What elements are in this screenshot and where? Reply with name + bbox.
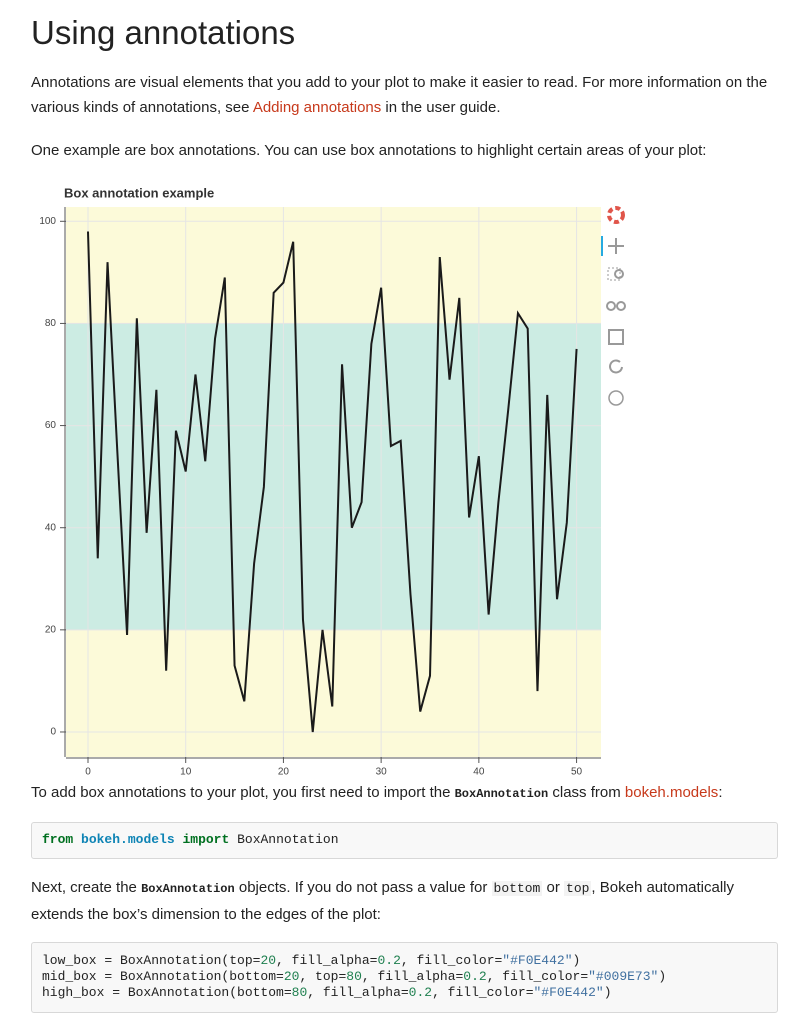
- code-token: ): [658, 969, 667, 984]
- bokeh-logo[interactable]: [607, 206, 625, 224]
- code-token: 80: [346, 969, 362, 984]
- box-annotation: [66, 207, 601, 324]
- y-tick-label: 100: [39, 216, 56, 227]
- y-tick-label: 80: [45, 318, 57, 329]
- code-token: , fill_color=: [432, 985, 534, 1000]
- code-token: 80: [291, 985, 308, 1000]
- x-tick-label: 40: [473, 767, 485, 778]
- text: One example are box annotations. You can…: [31, 142, 707, 159]
- y-tick-label: 60: [45, 420, 57, 431]
- paragraph: Next, create the BoxAnnotation objects. …: [31, 875, 776, 927]
- code-token: ): [572, 953, 581, 968]
- code-token: , fill_alpha=: [361, 969, 464, 984]
- code-token: 0.2: [463, 969, 487, 984]
- code-token: bokeh.models: [81, 832, 175, 847]
- chart: Box annotation example 0 20 40 60 80 100 0 10 20…: [39, 185, 626, 778]
- y-tick-label: 40: [45, 522, 57, 533]
- paragraph: One example are box annotations. You can…: [31, 138, 776, 163]
- paragraph: Annotations are visual elements that you…: [31, 70, 776, 120]
- help-tool[interactable]: [608, 390, 624, 406]
- code-token: BoxAnnotation: [237, 832, 339, 847]
- x-tick-label: 30: [376, 767, 388, 778]
- code-token: low_box = BoxAnnotation(top=: [42, 953, 261, 968]
- text: To add box annotations to your plot, you…: [31, 784, 455, 801]
- data-line: [86, 231, 578, 733]
- code-line: high_box = BoxAnnotation(bottom=80, fill…: [42, 985, 767, 1001]
- chart-title: Box annotation example: [64, 185, 214, 200]
- inline-code: bottom: [491, 881, 543, 896]
- inline-code: BoxAnnotation: [454, 787, 549, 801]
- link[interactable]: bokeh.models: [624, 784, 719, 801]
- text: Annotations are visual elements that you…: [31, 74, 768, 116]
- code-token: , fill_alpha=: [276, 953, 378, 968]
- text: Next, create the: [31, 879, 142, 896]
- code-block: from bokeh.models import BoxAnnotation: [31, 822, 778, 859]
- text: , Bokeh automatically extends the box’s …: [31, 879, 734, 923]
- code-token: mid_box = BoxAnnotation(bottom=: [42, 969, 284, 984]
- x-tick-label: 50: [571, 767, 583, 778]
- inline-code: top: [564, 881, 592, 896]
- code-token: import: [182, 832, 230, 847]
- text: objects. If you do not pass a value for: [234, 879, 492, 896]
- save-tool[interactable]: [608, 329, 624, 345]
- code-token: from: [42, 832, 74, 847]
- inline-code: BoxAnnotation: [141, 882, 235, 896]
- x-tick-label: 10: [180, 767, 192, 778]
- code-token: "#009E73": [588, 969, 659, 984]
- box-zoom-tool[interactable]: [607, 267, 624, 281]
- page-title: Using annotations: [31, 14, 296, 51]
- code-token: high_box = BoxAnnotation(bottom=: [42, 985, 292, 1000]
- text: in the user guide.: [381, 99, 501, 116]
- code-token: 0.2: [408, 985, 433, 1000]
- code-token: 0.2: [377, 953, 401, 968]
- text: :: [718, 784, 723, 801]
- code-token: 20: [283, 969, 300, 984]
- code-token: , top=: [299, 969, 347, 984]
- code-token: ): [603, 985, 612, 1000]
- pan-tool[interactable]: [608, 238, 624, 254]
- box-annotation: [66, 323, 601, 630]
- code-token: 20: [260, 953, 277, 968]
- code-block: low_box = BoxAnnotation(top=20, fill_alp…: [31, 942, 778, 1013]
- code-line: low_box = BoxAnnotation(top=20, fill_alp…: [42, 953, 767, 969]
- wheel-zoom-tool[interactable]: [606, 301, 626, 311]
- y-tick-label: 0: [50, 727, 56, 738]
- toolbar: [601, 206, 626, 406]
- code-token: , fill_color=: [400, 953, 503, 968]
- x-tick-label: 0: [85, 767, 91, 778]
- x-tick-label: 20: [278, 767, 290, 778]
- code-token: "#F0E442": [502, 953, 573, 968]
- link[interactable]: Adding annotations: [252, 99, 382, 116]
- text: class from: [548, 784, 625, 801]
- code-token: , fill_alpha=: [307, 985, 409, 1000]
- reset-tool[interactable]: [609, 359, 623, 374]
- y-tick-label: 20: [45, 624, 57, 635]
- code-token: , fill_color=: [486, 969, 589, 984]
- text: or: [542, 879, 565, 896]
- code-token: "#F0E442": [533, 985, 604, 1000]
- code-line: mid_box = BoxAnnotation(bottom=20, top=8…: [42, 969, 767, 985]
- paragraph: To add box annotations to your plot, you…: [31, 780, 776, 807]
